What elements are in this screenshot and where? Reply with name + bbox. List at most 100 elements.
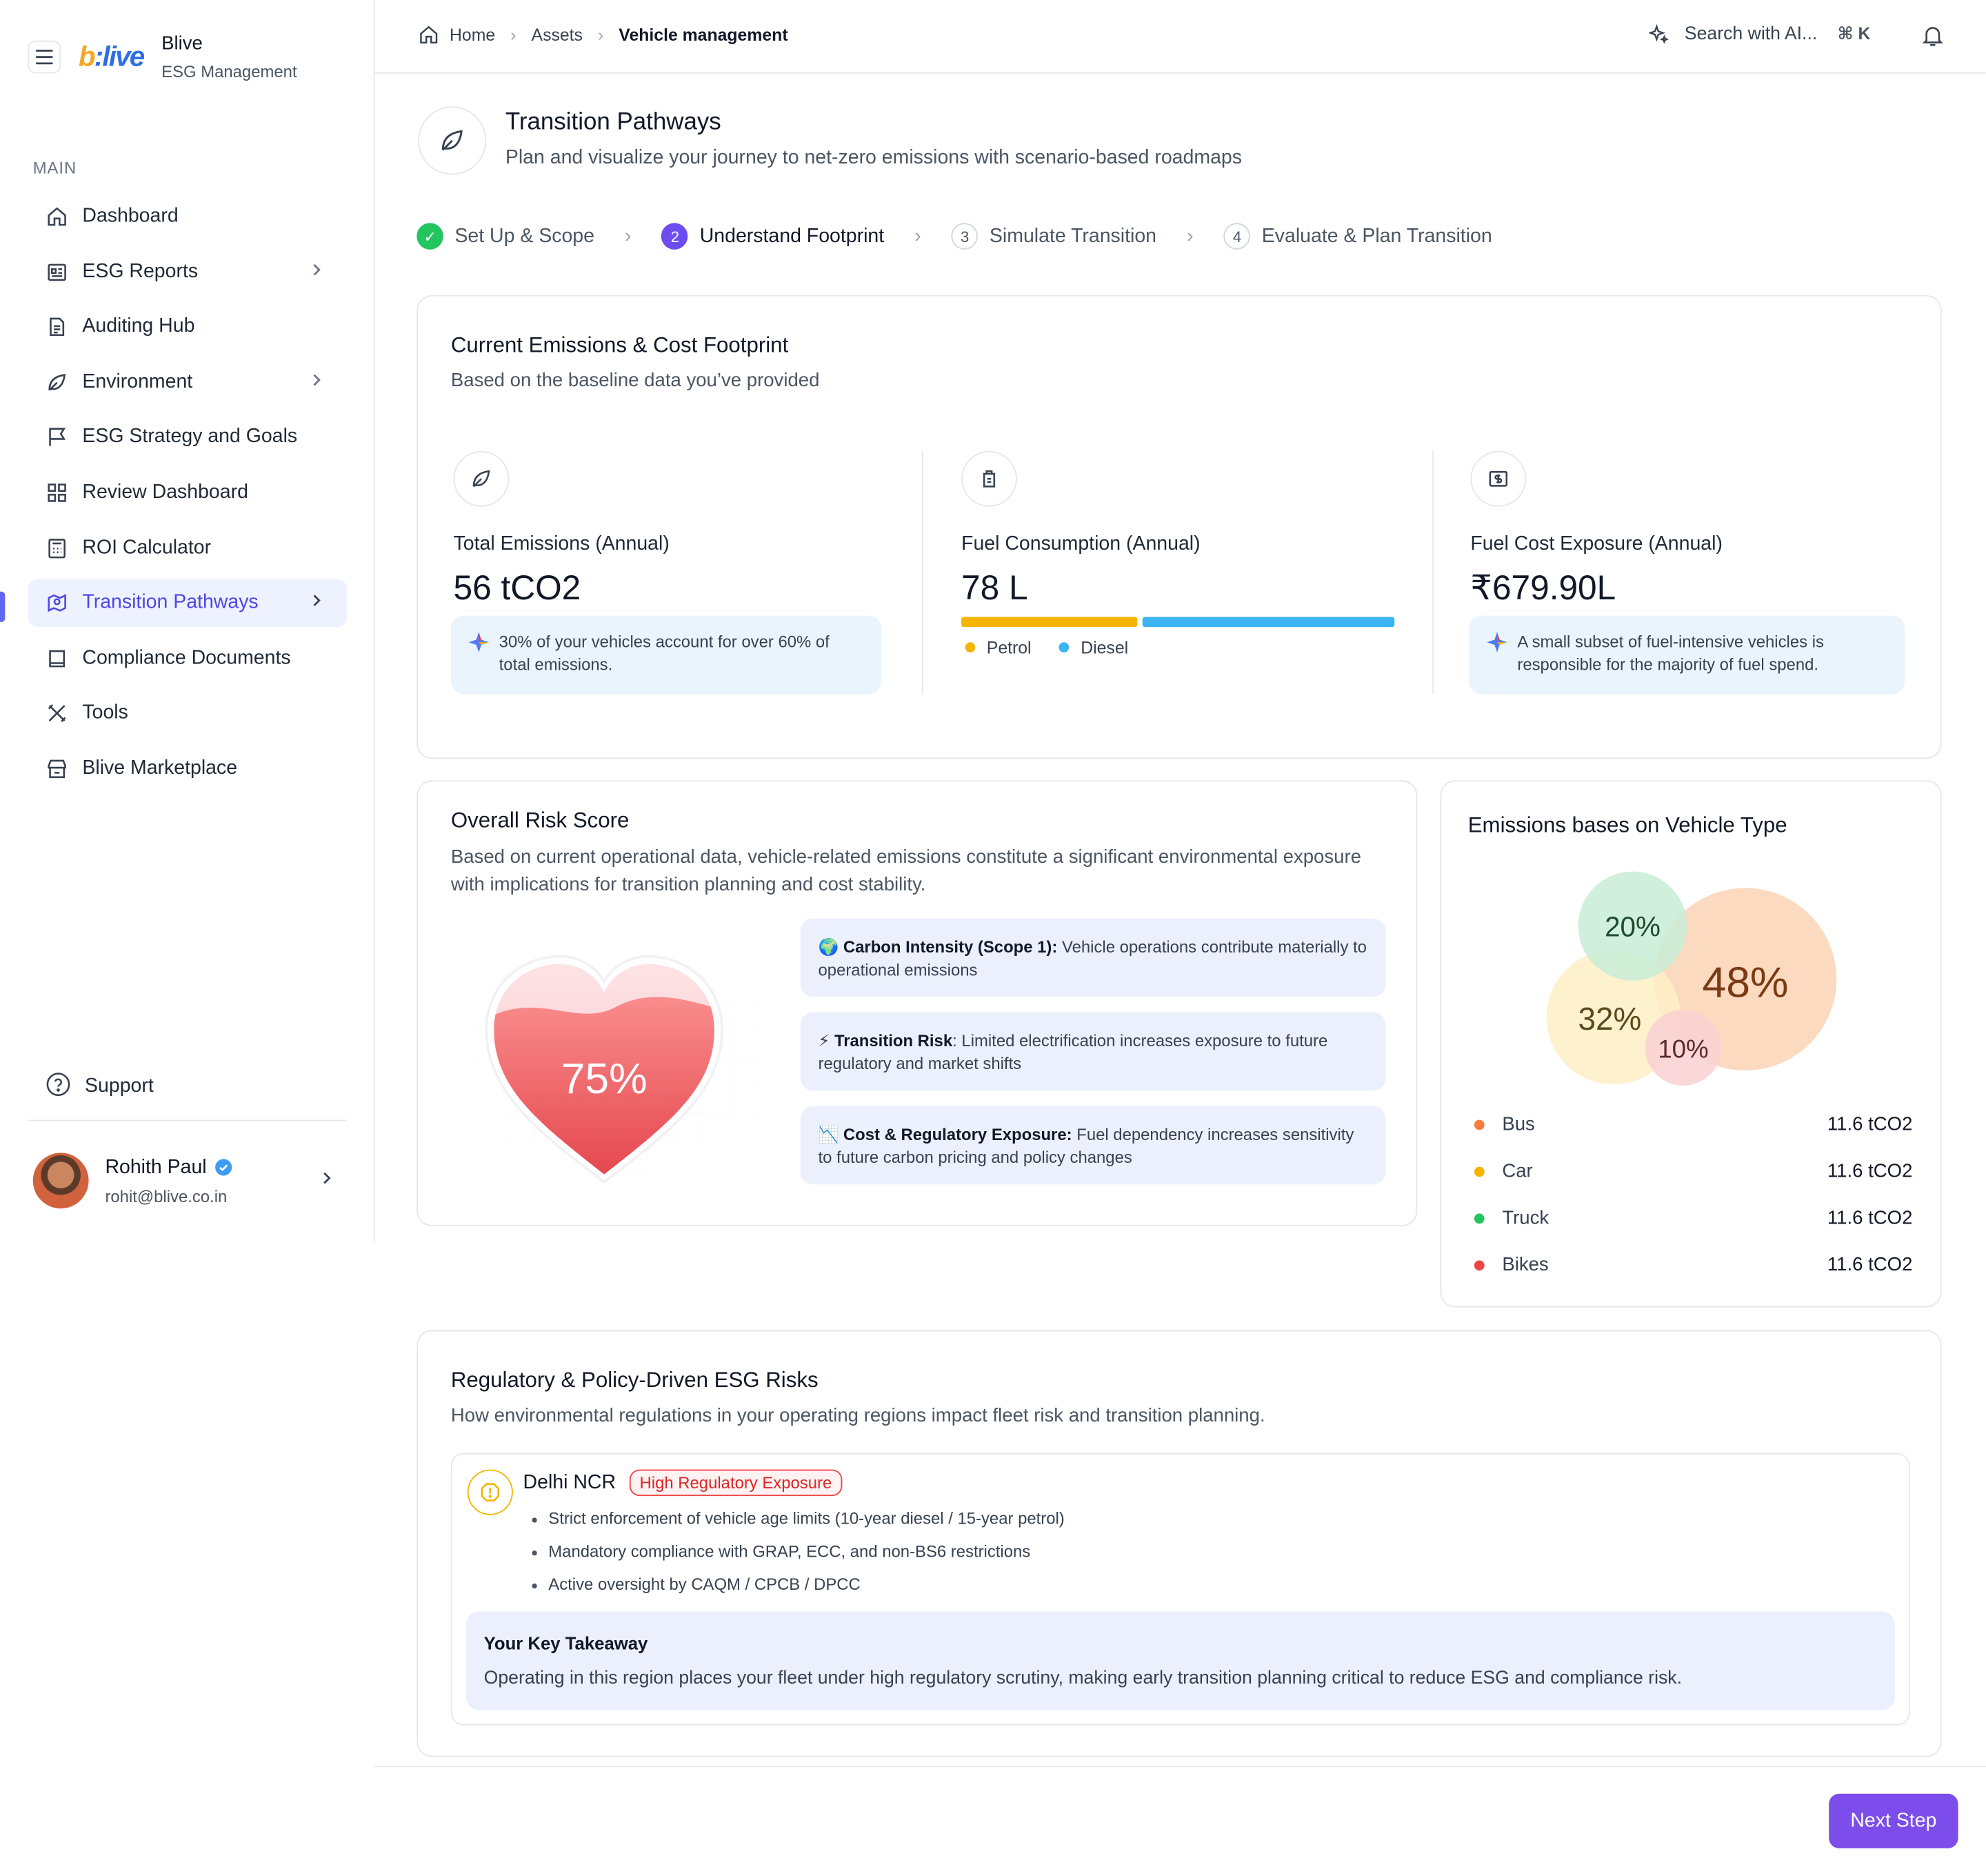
step-setup-scope[interactable]: ✓ Set Up & Scope <box>417 223 594 250</box>
currency-icon <box>1470 450 1527 507</box>
sidebar-item-review-dashboard[interactable]: Review Dashboard <box>28 469 347 517</box>
bubble-bikes <box>1645 1009 1722 1086</box>
insight-text: A small subset of fuel-intensive vehicle… <box>1517 632 1824 675</box>
breadcrumb-assets[interactable]: Assets <box>531 25 583 45</box>
legend-dot <box>1474 1119 1485 1130</box>
divider <box>1432 450 1434 695</box>
insight-text: 30% of your vehicles account for over 60… <box>499 632 830 675</box>
bubble-label-bikes: 10% <box>1658 1035 1708 1064</box>
step-label: Understand Footprint <box>699 225 885 247</box>
sidebar-item-auditing-hub[interactable]: Auditing Hub <box>28 303 347 351</box>
heart-graphic: 75% <box>450 946 793 1187</box>
vehicle-card-title: Emissions bases on Vehicle Type <box>1467 813 1787 838</box>
footprint-title: Current Emissions & Cost Footprint <box>450 333 789 357</box>
sidebar-item-tools[interactable]: Tools <box>28 690 347 738</box>
vehicle-name: Bus <box>1502 1113 1535 1135</box>
calculator-icon <box>48 538 66 558</box>
vehicle-emissions-card: Emissions bases on Vehicle Type 48% 32% … <box>1440 780 1942 1308</box>
vehicle-name: Bikes <box>1502 1254 1549 1276</box>
sidebar-item-label: Environment <box>82 370 193 392</box>
risk-description: Based on current operational data, vehic… <box>450 846 1361 896</box>
sidebar-item-compliance-documents[interactable]: Compliance Documents <box>28 635 347 683</box>
step-understand-footprint[interactable]: 2 Understand Footprint <box>661 223 885 250</box>
region-name: Delhi NCR <box>523 1472 616 1494</box>
breadcrumb-home[interactable]: Home <box>450 25 496 45</box>
sidebar-item-transition-pathways[interactable]: Transition Pathways <box>28 579 348 628</box>
takeaway-title: Your Key Takeaway <box>483 1633 648 1653</box>
step-simulate-transition[interactable]: 3 Simulate Transition <box>951 223 1157 250</box>
vehicle-value: 11.6 tCO2 <box>1827 1254 1913 1276</box>
hamburger-icon <box>35 50 53 65</box>
notifications-button[interactable] <box>1920 23 1945 54</box>
metric-value: ₹679.90L <box>1470 568 1616 607</box>
footprint-card: Current Emissions & Cost Footprint Based… <box>417 295 1942 759</box>
sidebar-item-dashboard[interactable]: Dashboard <box>28 192 347 241</box>
takeaway-body: Operating in this region places your fle… <box>483 1668 1683 1689</box>
risk-point-text: : Limited electrification increases expo… <box>818 1031 1328 1073</box>
step-number: 2 <box>661 223 689 250</box>
vehicle-row-car: Car 11.6 tCO2 <box>1474 1160 1913 1182</box>
vehicle-value: 11.6 tCO2 <box>1827 1160 1913 1182</box>
chevron-right-icon <box>313 263 321 275</box>
sidebar-item-roi-calculator[interactable]: ROI Calculator <box>28 524 347 572</box>
sidebar-item-label: Tools <box>82 702 128 724</box>
nav-section-label: MAIN <box>32 158 77 178</box>
risk-title: Overall Risk Score <box>450 808 630 832</box>
step-number: 4 <box>1223 223 1251 250</box>
list-item: Strict enforcement of vehicle age limits… <box>531 1509 1065 1542</box>
footprint-subtitle: Based on the baseline data you’ve provid… <box>450 370 820 392</box>
sidebar-item-label: ROI Calculator <box>82 536 212 559</box>
report-icon <box>48 263 66 281</box>
risk-point-transition-risk: ⚡ Transition Risk: Limited electrificati… <box>800 1012 1386 1091</box>
step-evaluate-plan[interactable]: 4 Evaluate & Plan Transition <box>1223 223 1492 250</box>
sidebar-item-support[interactable]: Support <box>28 1061 347 1112</box>
ai-search-button[interactable]: Search with AI... ⌘ K <box>1649 24 1870 44</box>
vehicle-row-bikes: Bikes 11.6 tCO2 <box>1474 1254 1913 1276</box>
insight-emissions: 30% of your vehicles account for over 60… <box>450 615 882 695</box>
sparkles-icon <box>1649 23 1669 44</box>
next-step-button[interactable]: Next Step <box>1829 1793 1958 1848</box>
insight-fuel-cost: A small subset of fuel-intensive vehicle… <box>1469 615 1905 695</box>
sidebar-item-blive-marketplace[interactable]: Blive Marketplace <box>28 745 347 793</box>
risk-score-card: Overall Risk Score Based on current oper… <box>417 780 1418 1226</box>
user-profile[interactable]: Rohith Paul rohit@blive.co.in <box>32 1152 348 1209</box>
metric-label: Total Emissions (Annual) <box>453 533 670 555</box>
list-item: Mandatory compliance with GRAP, ECC, and… <box>531 1541 1065 1575</box>
chevron-right-icon <box>313 374 321 386</box>
page-subtitle: Plan and visualize your journey to net-z… <box>505 147 1242 169</box>
active-indicator <box>0 591 6 622</box>
sidebar-item-environment[interactable]: Environment <box>28 358 347 406</box>
sidebar-item-label: Compliance Documents <box>82 647 291 669</box>
regulatory-title: Regulatory & Policy-Driven ESG Risks <box>450 1368 819 1393</box>
metric-fuel-consumption: Fuel Consumption (Annual) 78 L <box>961 450 1201 608</box>
brand-name: Blive <box>161 32 203 54</box>
sidebar-item-label: Transition Pathways <box>82 592 259 614</box>
top-bar: Home › Assets › Vehicle management Searc… <box>374 0 1986 74</box>
bubble-truck <box>1578 871 1687 981</box>
chevron-right-icon <box>313 595 321 607</box>
shortcut-hint: ⌘ K <box>1837 23 1871 43</box>
sidebar-item-esg-strategy[interactable]: ESG Strategy and Goals <box>28 413 347 461</box>
tools-icon <box>48 704 66 723</box>
lightning-icon: ⚡ <box>818 1031 830 1050</box>
risk-point-cost-exposure: 📉 Cost & Regulatory Exposure: Fuel depen… <box>800 1106 1386 1185</box>
risk-point-text: Fuel dependency increases sensitivity to… <box>818 1124 1354 1167</box>
home-icon <box>48 207 66 226</box>
regulatory-subtitle: How environmental regulations in your op… <box>450 1404 1265 1427</box>
step-label: Simulate Transition <box>989 225 1157 247</box>
sidebar-item-label: Auditing Hub <box>82 315 195 337</box>
chevron-right-icon <box>323 1172 331 1184</box>
regulation-list: Strict enforcement of vehicle age limits… <box>531 1509 1065 1608</box>
chevron-right-icon: › <box>625 225 632 247</box>
risk-point-title: Transition Risk <box>834 1031 953 1050</box>
legend-dot <box>1474 1166 1485 1177</box>
vehicle-row-truck: Truck 11.6 tCO2 <box>1474 1207 1912 1229</box>
divider <box>922 450 923 695</box>
leaf-icon <box>441 130 463 151</box>
brand-block: b:live Blive ESG Management <box>28 33 297 81</box>
sidebar-item-esg-reports[interactable]: ESG Reports <box>28 248 347 296</box>
footer-divider <box>374 1766 1986 1768</box>
bubble-chart: 48% 32% 20% 10% <box>1546 871 1837 1086</box>
menu-toggle-button[interactable] <box>28 40 61 74</box>
fuel-legend: Petrol Diesel <box>965 639 1128 657</box>
